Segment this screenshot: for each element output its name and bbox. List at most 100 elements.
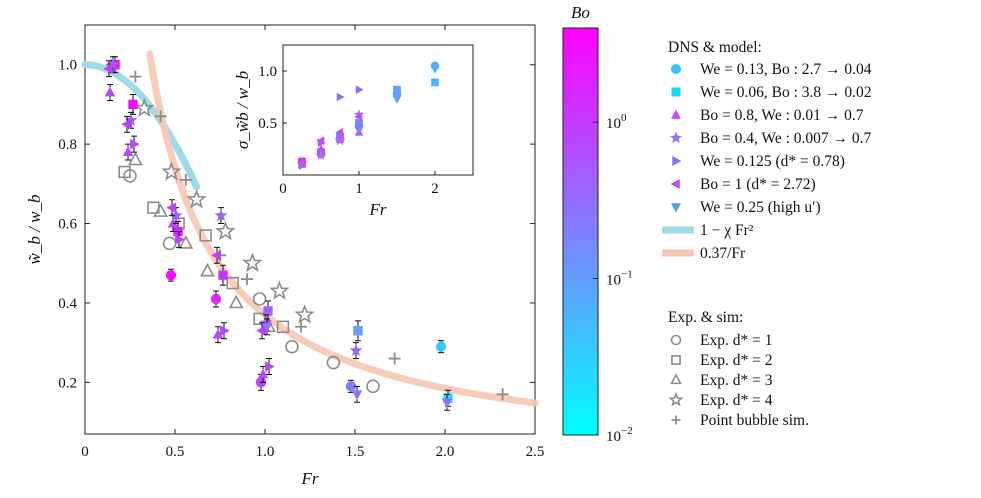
exp-point-d3 xyxy=(228,294,244,309)
legend-marker-dns xyxy=(671,87,681,97)
dns-point-s6 xyxy=(256,325,266,336)
exp-point-d1 xyxy=(252,292,267,306)
dns-point-s1 xyxy=(165,269,177,281)
inset-y-tick-label: 0.5 xyxy=(258,116,277,132)
main-y-tick-label: 0.4 xyxy=(58,296,77,312)
dns-point-s5 xyxy=(265,361,275,372)
dns-point-s7 xyxy=(261,322,273,333)
legend-label-exp: Exp. d* = 1 xyxy=(700,332,772,349)
main-x-tick-label: 0 xyxy=(81,444,89,460)
dns-point-s4 xyxy=(259,316,273,329)
inset-point-s7 xyxy=(354,127,364,136)
legend-marker-dns xyxy=(671,109,681,119)
inset-x-axis-label: Fr xyxy=(369,200,387,219)
dns-point-s3 xyxy=(257,368,269,379)
dns-point-s5 xyxy=(220,325,230,336)
main-x-tick-label: 2.0 xyxy=(436,444,455,460)
exp-point-d4 xyxy=(242,252,263,272)
inset-point-s7 xyxy=(392,95,402,104)
legend-marker-exp xyxy=(671,415,681,425)
inset-y-axis-label: σ_w̃b / w_b xyxy=(233,71,252,149)
main-y-tick-label: 0.6 xyxy=(58,217,77,233)
dns-point-s5 xyxy=(175,234,185,245)
exp-point-d1 xyxy=(326,355,341,370)
legend-marker-dns xyxy=(671,64,681,74)
dns-point-s1 xyxy=(345,381,357,392)
dns-point-s7 xyxy=(351,390,363,401)
exp-point-d3 xyxy=(128,151,143,166)
dns-point-s1 xyxy=(435,341,447,352)
exp-point-d2 xyxy=(118,165,131,179)
dns-point-s4 xyxy=(169,208,183,222)
exp-point-d4 xyxy=(294,304,315,324)
legend-label-dns: Bo = 0.4, We : 0.007 → 0.7 xyxy=(700,130,871,147)
main-x-tick-label: 1.0 xyxy=(256,444,275,460)
legend-marker-exp xyxy=(670,334,682,346)
legend-label-curve: 0.37/Fr xyxy=(700,245,746,262)
main-x-tick-label: 0.5 xyxy=(166,444,185,460)
inset-point-s5 xyxy=(336,92,345,102)
curve-inverse xyxy=(146,50,539,407)
legend-marker-dns xyxy=(669,131,683,144)
legend-label-curve: 1 − χ Fr² xyxy=(700,222,754,239)
main-y-tick-label: 0.2 xyxy=(58,375,77,391)
inset-point-s5 xyxy=(355,85,364,95)
main-y-tick-label: 1.0 xyxy=(58,58,77,74)
dns-point-s2 xyxy=(263,306,273,316)
legend-exp-title: Exp. & sim: xyxy=(668,309,743,326)
inset-point-s7 xyxy=(430,65,440,74)
dns-point-s4 xyxy=(124,113,138,126)
inset-point-s6 xyxy=(316,136,325,145)
dns-point-s5 xyxy=(130,138,140,150)
dns-point-s6 xyxy=(103,63,113,74)
legend-marker-dns xyxy=(671,203,681,213)
dns-point-s2 xyxy=(353,326,363,336)
inset-point-s6 xyxy=(354,112,363,122)
legend-label-dns: We = 0.125 (d* = 0.78) xyxy=(700,153,845,170)
dns-point-s3 xyxy=(167,217,179,228)
main-x-axis-label: Fr xyxy=(301,469,319,488)
legend-marker-exp xyxy=(671,355,681,365)
inset-point-s2 xyxy=(393,85,401,94)
exp-point-d1 xyxy=(285,339,299,354)
colorbar-tick-label: 100 xyxy=(606,112,627,132)
exp-point-d4 xyxy=(134,97,155,118)
inset-point-s6 xyxy=(335,128,344,137)
colorbar-gradient xyxy=(562,27,599,436)
main-x-tick-label: 1.5 xyxy=(346,444,365,460)
legend-label-dns: Bo = 0.8, We : 0.01 → 0.7 xyxy=(700,107,864,124)
exp-point-d4 xyxy=(269,280,290,300)
dns-point-s3 xyxy=(104,86,116,97)
inset-y-tick-label: 1.0 xyxy=(258,64,277,80)
legend-label-dns: We = 0.13, Bo : 2.7 → 0.04 xyxy=(700,61,872,78)
dns-point-s2 xyxy=(128,99,138,110)
dns-point-s3 xyxy=(212,329,224,339)
exp-point-pb xyxy=(179,173,192,186)
dns-point-s1 xyxy=(210,293,222,305)
exp-point-d3 xyxy=(153,203,168,217)
exp-point-d2 xyxy=(276,320,290,333)
dns-point-s6 xyxy=(121,119,131,130)
main-x-tick-label: 2.5 xyxy=(526,444,545,460)
legend-dns-title: DNS & model: xyxy=(668,39,762,56)
inset-point-s4 xyxy=(353,109,365,120)
inset-point-s4 xyxy=(315,149,327,160)
inset-point-s4 xyxy=(334,135,346,146)
legend-label-exp: Exp. d* = 3 xyxy=(700,372,773,389)
colorbar-label: Bo xyxy=(571,3,590,22)
exp-point-pb xyxy=(388,352,401,365)
exp-point-pb xyxy=(154,110,167,123)
dns-point-s4 xyxy=(106,57,120,71)
exp-point-d2 xyxy=(226,276,239,290)
inset-axes-frame xyxy=(282,44,474,176)
exp-point-d4 xyxy=(215,220,236,241)
exp-point-pb xyxy=(295,320,307,333)
legend-label-dns: Bo = 1 (d* = 2.72) xyxy=(700,176,816,193)
exp-point-d3 xyxy=(200,262,215,277)
inset-plot: 0 1 2 0.5 1.0 Fr σ_w̃b / w_b xyxy=(233,44,474,219)
legend-marker-exp xyxy=(670,373,682,385)
colorbar: Bo 10−2 10−1 100 xyxy=(562,3,633,445)
legend-marker-exp xyxy=(668,391,684,407)
inset-point-s6 xyxy=(297,158,306,167)
